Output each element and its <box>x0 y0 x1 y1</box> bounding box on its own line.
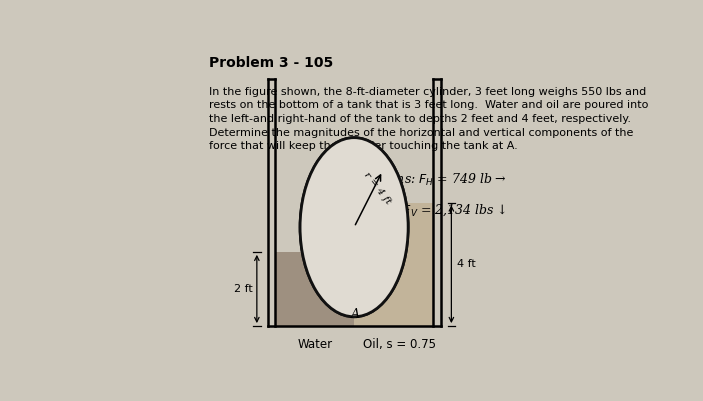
Ellipse shape <box>300 138 408 317</box>
Text: Problem 3 - 105: Problem 3 - 105 <box>209 56 333 70</box>
Text: r = 4 ft: r = 4 ft <box>362 170 392 206</box>
Bar <box>276 79 433 326</box>
Text: Water: Water <box>297 338 333 351</box>
Text: Oil, s = 0.75: Oil, s = 0.75 <box>363 338 436 351</box>
Bar <box>276 252 354 326</box>
Text: A: A <box>352 308 360 321</box>
Text: In the figure shown, the 8-ft-diameter cylinder, 3 feet long weighs 550 lbs and
: In the figure shown, the 8-ft-diameter c… <box>209 87 648 151</box>
Ellipse shape <box>300 138 408 317</box>
Text: 4 ft: 4 ft <box>458 259 476 269</box>
Text: Ans: $F_H$ = 749 lb →: Ans: $F_H$ = 749 lb → <box>386 172 507 188</box>
Text: 2 ft: 2 ft <box>233 284 252 294</box>
Bar <box>354 203 433 326</box>
Text: $F_V$ = 2,134 lbs ↓: $F_V$ = 2,134 lbs ↓ <box>375 203 507 218</box>
